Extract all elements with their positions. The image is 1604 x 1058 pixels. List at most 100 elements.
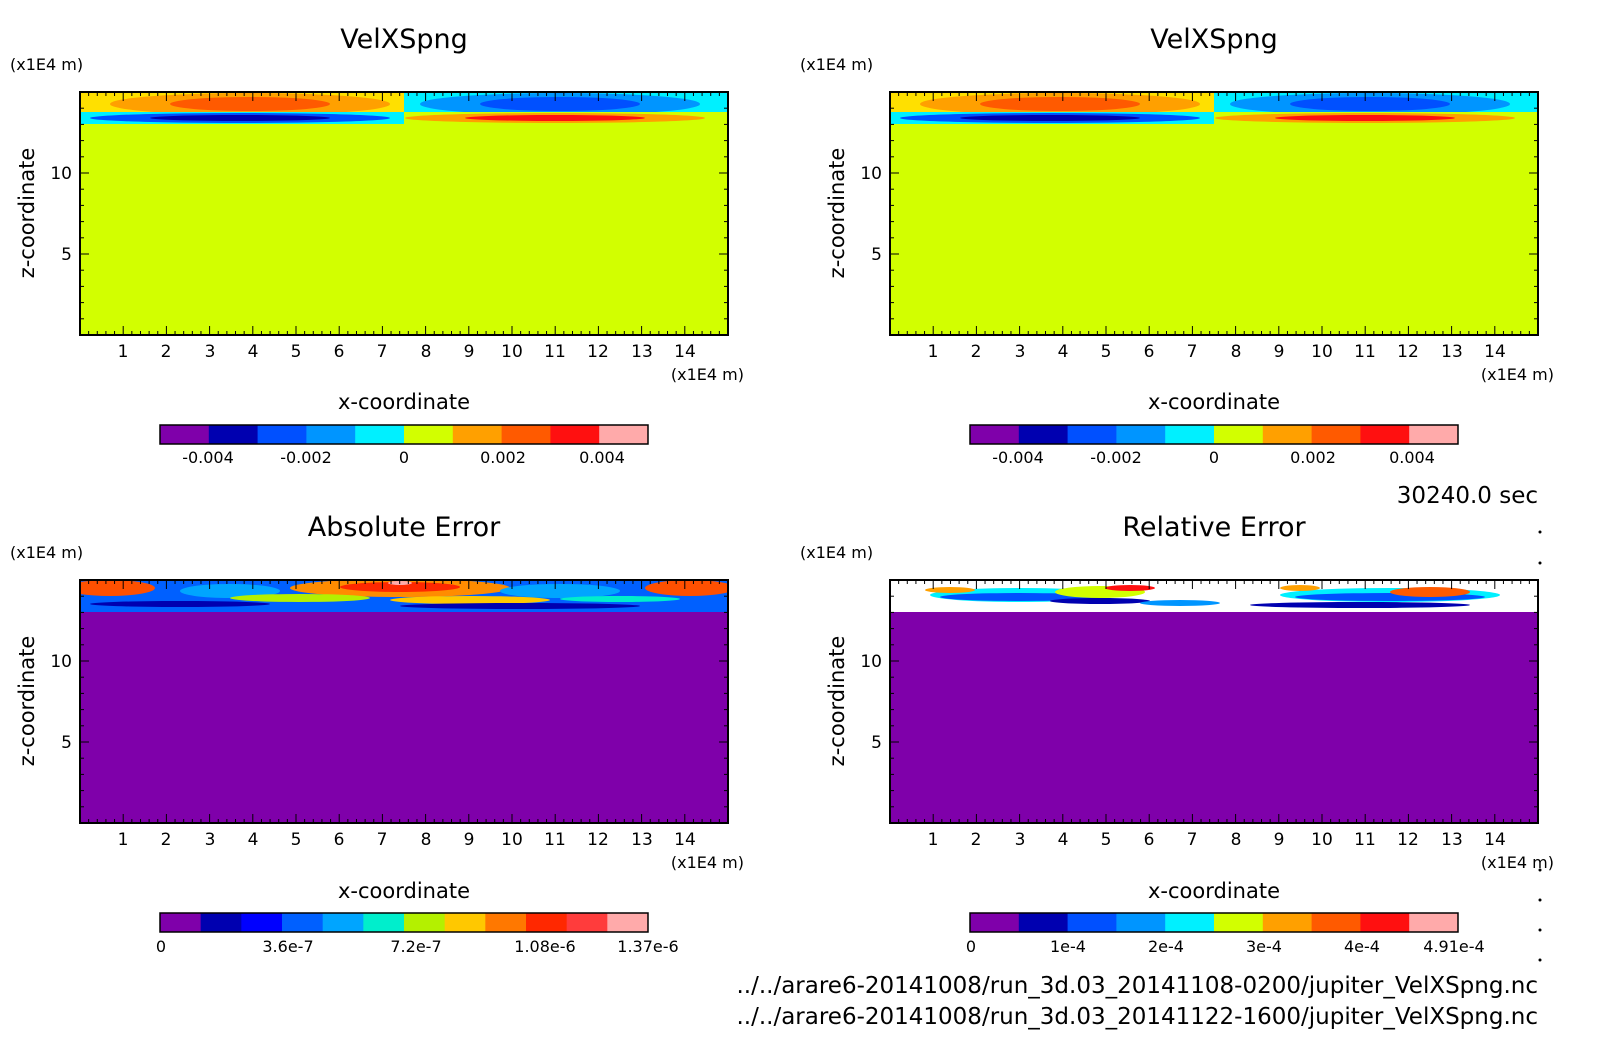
x-tick-label: 13 <box>1441 830 1463 850</box>
colorbar-swatch <box>1165 425 1215 444</box>
x-tick-label: 7 <box>1187 342 1198 362</box>
field-blob <box>340 582 460 592</box>
field-blob <box>1140 600 1220 606</box>
x-tick-label: 3 <box>1015 342 1026 362</box>
panel-relative-error: Relative Error (x1E4 m) 1 2 3 4 5 6 <box>800 512 1554 956</box>
colorbar-label: 0.002 <box>1290 448 1336 467</box>
heatmap-field <box>890 92 1538 335</box>
panel-absolute-error: Absolute Error (x1E4 m) 1 2 3 4 5 6 <box>10 512 744 956</box>
x-tick-label: 7 <box>377 342 388 362</box>
x-tick-label: 6 <box>334 830 345 850</box>
field-blob <box>960 115 1140 121</box>
field-blob <box>480 97 640 111</box>
colorbar-labels: 0 1e-4 2e-4 3e-4 4e-4 4.91e-4 <box>966 937 1485 956</box>
chart-title: VelXSpng <box>340 24 468 55</box>
plot-frame <box>889 91 1539 336</box>
file-path-2: ../../arare6-20141008/run_3d.03_20141122… <box>736 1004 1538 1030</box>
colorbar-labels: -0.004 -0.002 0 0.002 0.004 <box>992 448 1435 467</box>
x-tick-label: 9 <box>1274 830 1285 850</box>
x-tick-label: 14 <box>1484 830 1506 850</box>
field-blob <box>150 115 330 121</box>
field-blob <box>645 580 728 596</box>
y-axis-label: z-coordinate <box>15 148 39 279</box>
colorbar-swatch <box>1067 913 1117 932</box>
x-tick-label: 1 <box>928 830 939 850</box>
colorbar-label: 3e-4 <box>1246 937 1282 956</box>
heatmap-field <box>80 92 728 335</box>
x-tick-label: 4 <box>1058 342 1069 362</box>
colorbar-label: 1e-4 <box>1050 937 1086 956</box>
chart-title: Absolute Error <box>308 512 501 543</box>
heatmap-field <box>80 580 728 823</box>
x-tick-label: 11 <box>1354 342 1376 362</box>
colorbar-swatch <box>363 913 405 932</box>
x-tick-label: 5 <box>291 830 302 850</box>
field-blob <box>230 594 370 602</box>
y-tick-label: 10 <box>860 164 882 184</box>
x-tick-label: 2 <box>161 830 172 850</box>
edge-dot <box>1538 868 1542 872</box>
tick-marks <box>890 580 1538 823</box>
y-tick-labels: 5 10 <box>860 652 882 753</box>
field-blob <box>1105 585 1155 591</box>
colorbar-label: -0.002 <box>280 448 332 467</box>
colorbar-swatch <box>452 425 502 444</box>
x-axis-label: x-coordinate <box>338 879 470 903</box>
colorbar-swatch <box>526 913 568 932</box>
colorbar <box>159 912 649 933</box>
colorbar-swatch <box>200 913 242 932</box>
y-tick-labels: 5 10 <box>50 164 72 265</box>
x-tick-label: 12 <box>1397 342 1419 362</box>
colorbar-frame <box>969 912 1459 933</box>
field-blob <box>500 584 620 598</box>
colorbar-swatch <box>1311 425 1361 444</box>
x-tick-label: 10 <box>501 830 523 850</box>
x-tick-label: 3 <box>205 830 216 850</box>
colorbar-swatch <box>970 913 1020 932</box>
colorbar-label: 0 <box>1209 448 1219 467</box>
x-tick-label: 10 <box>1311 342 1333 362</box>
colorbar-swatch <box>444 913 486 932</box>
plot-frame <box>889 579 1539 824</box>
colorbar-swatch <box>550 425 600 444</box>
edge-dot <box>1538 928 1542 932</box>
x-tick-label: 6 <box>1144 830 1155 850</box>
colorbar-frame <box>159 424 649 445</box>
x-tick-label: 9 <box>1274 342 1285 362</box>
y-tick-label: 5 <box>61 245 72 265</box>
colorbar-swatch <box>566 913 608 932</box>
field-blob <box>980 97 1140 111</box>
x-axis-label: x-coordinate <box>1148 390 1280 414</box>
colorbar-label: -0.004 <box>992 448 1044 467</box>
x-tick-label: 4 <box>1058 830 1069 850</box>
field-blob <box>1280 585 1320 591</box>
field-blob <box>465 115 645 121</box>
x-tick-label: 13 <box>631 830 653 850</box>
colorbar-swatch <box>404 425 454 444</box>
heatmap-field <box>890 580 1538 823</box>
chart-title: VelXSpng <box>1150 24 1278 55</box>
x-unit-label: (x1E4 m) <box>1481 853 1554 872</box>
colorbar-label: 0.004 <box>1389 448 1435 467</box>
colorbar-label: 3.6e-7 <box>262 937 313 956</box>
x-tick-label: 3 <box>1015 830 1026 850</box>
field-blob <box>1275 115 1455 121</box>
colorbar-label: 1.37e-6 <box>617 937 678 956</box>
x-tick-label: 11 <box>544 342 566 362</box>
x-tick-label: 2 <box>971 342 982 362</box>
field-background <box>890 92 1538 335</box>
colorbar-frame <box>969 424 1459 445</box>
x-tick-label: 1 <box>118 830 129 850</box>
field-blob <box>170 97 330 111</box>
y-tick-labels: 5 10 <box>50 652 72 753</box>
y-axis-label: z-coordinate <box>825 636 849 767</box>
colorbar-swatch <box>1262 425 1312 444</box>
x-tick-label: 3 <box>205 342 216 362</box>
colorbar <box>159 424 649 445</box>
field-blob <box>1290 97 1450 111</box>
colorbar-swatch <box>1311 913 1361 932</box>
y-tick-labels: 5 10 <box>860 164 882 265</box>
chart-title: Relative Error <box>1122 512 1306 543</box>
x-tick-label: 11 <box>544 830 566 850</box>
x-axis-label: x-coordinate <box>1148 879 1280 903</box>
